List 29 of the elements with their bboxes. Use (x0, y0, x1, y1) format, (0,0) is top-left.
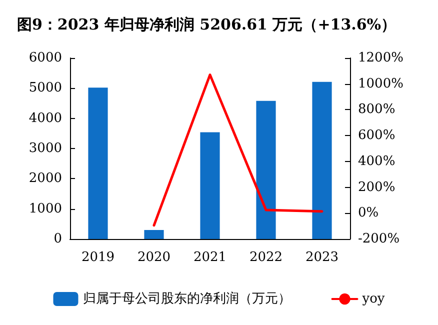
line-series (152, 74, 324, 227)
y-tick-label: 2000 (28, 171, 62, 186)
bar (256, 100, 276, 239)
bar (200, 132, 220, 239)
y2-tick-label: 600% (358, 128, 396, 144)
y2-tick-label: -200% (358, 232, 400, 246)
y-tick-label: 5000 (28, 80, 62, 96)
x-tick-label: 2022 (249, 250, 283, 265)
y2-tick-label: 800% (358, 102, 396, 118)
y2-tick-label: 200% (358, 180, 396, 195)
x-tick-label: 2023 (305, 250, 339, 265)
y2-tick-label: 400% (358, 154, 396, 169)
bar (88, 88, 108, 239)
y-tick-label: 1000 (28, 201, 62, 216)
y-tick-label: 4000 (28, 110, 62, 126)
y2-tick-label: 0% (358, 206, 379, 221)
y-tick-label: 0 (54, 232, 62, 246)
y2-tick-label: 1000% (358, 76, 404, 92)
legend-label: yoy (361, 292, 386, 306)
y2-tick-label: 1200% (358, 50, 404, 66)
bar (144, 230, 164, 239)
x-tick-label: 2019 (81, 250, 115, 265)
y-tick-label: 6000 (28, 50, 62, 66)
legend-label: 归属于母公司股东的净利润（万元） (83, 292, 292, 306)
bar (312, 82, 332, 239)
x-tick-label: 2021 (193, 250, 227, 265)
chart-title: 图9：2023 年归母净利润 5206.61 万元（+13.6%） (17, 16, 396, 34)
x-tick-label: 2020 (137, 250, 171, 265)
y-tick-label: 3000 (28, 141, 62, 156)
